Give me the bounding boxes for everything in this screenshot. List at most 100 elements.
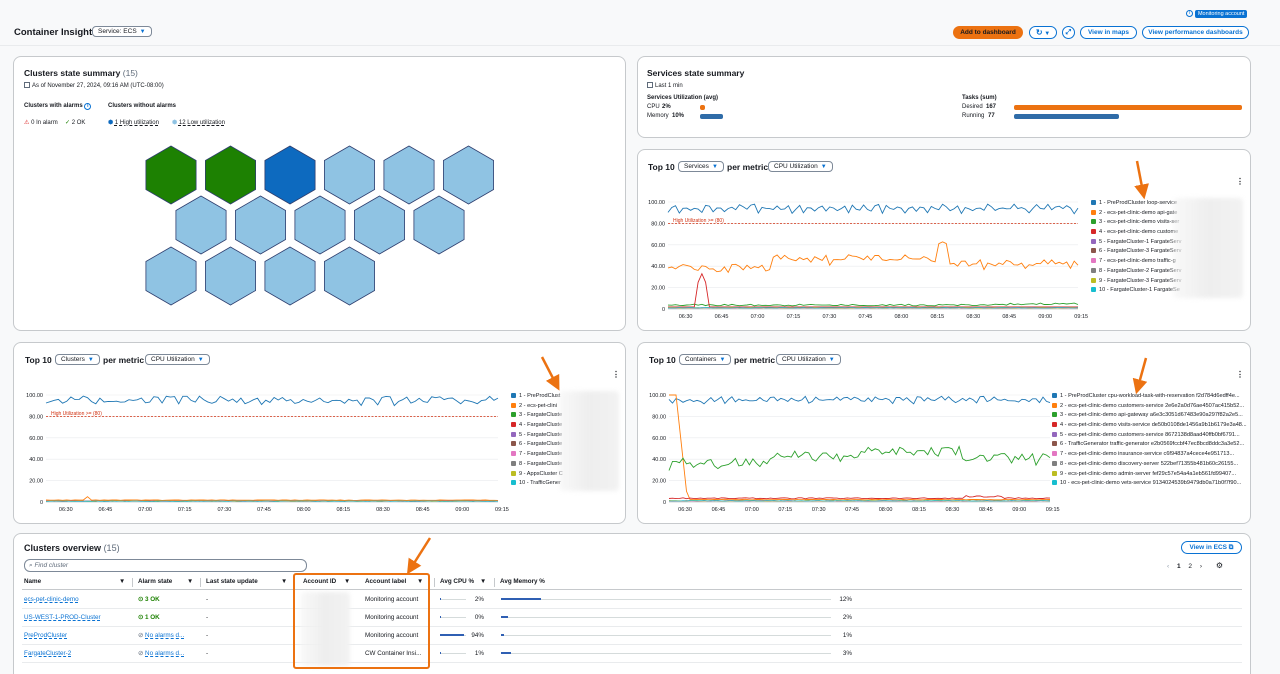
prev-page-icon[interactable]: ‹ (1167, 563, 1170, 570)
legend-item[interactable]: 10 - FargateCluster-1 FargateSe (1091, 287, 1181, 297)
dimension-select[interactable]: Services ▼ (678, 161, 724, 172)
more-options-icon[interactable]: ⋮ (612, 370, 620, 379)
legend-item[interactable]: 1 - PreProdClust (511, 393, 563, 403)
legend-item[interactable]: 5 - FargateCluste (511, 431, 563, 442)
cluster-hexagon[interactable] (323, 145, 376, 205)
legend-item[interactable]: 7 - ecs-pet-clinic-demo traffic-g (1091, 258, 1181, 268)
legend-swatch (1091, 248, 1096, 254)
running-label: Running (962, 113, 985, 119)
legend-item[interactable]: 5 - ecs-pet-clinic-demo customers-servic… (1052, 431, 1248, 442)
column-header-avg-memory[interactable]: Avg Memory % (500, 578, 545, 585)
cluster-hexagon[interactable] (442, 145, 495, 205)
more-options-icon[interactable]: ⋮ (1236, 177, 1244, 186)
cluster-hexagon[interactable] (264, 246, 316, 306)
page-2[interactable]: 2 (1188, 563, 1193, 570)
legend-item[interactable]: 10 - TrafficGener (511, 480, 563, 490)
legend-item[interactable]: 6 - FargateCluste (511, 441, 563, 451)
legend-label: 3 - ecs-pet-clinic-demo api-gateway a6e3… (1060, 412, 1243, 419)
legend-item[interactable]: 4 - ecs-pet-clinic-demo visits-service d… (1052, 422, 1248, 432)
view-in-maps-button[interactable]: View in maps (1080, 26, 1137, 39)
dimension-select[interactable]: Containers ▼ (679, 354, 732, 365)
legend-item[interactable]: 9 - AppsCluster C (511, 470, 563, 481)
metric-select[interactable]: CPU Utilization ▼ (145, 354, 210, 365)
alarm-state[interactable]: ⊘ No alarms d... (138, 650, 185, 657)
cluster-hexagon[interactable] (383, 145, 435, 205)
cluster-hexagon[interactable] (353, 195, 406, 255)
cluster-hexagon[interactable] (294, 195, 346, 255)
view-performance-dashboards-button[interactable]: View performance dashboards (1142, 26, 1249, 39)
y-tick-label: 20.00 (652, 479, 666, 485)
cluster-hexagon[interactable] (264, 145, 316, 205)
column-header-alarm-state[interactable]: Alarm state ▼ (138, 578, 194, 585)
fullscreen-button[interactable]: ⤢ (1062, 26, 1075, 39)
cluster-name-link[interactable]: PreProdCluster (24, 632, 68, 639)
y-tick-label: 100.00 (26, 393, 43, 399)
alarm-state[interactable]: ⊙ 3 OK (138, 596, 160, 603)
legend-item[interactable]: 1 - PreProdCluster loop-service (1091, 200, 1181, 210)
legend-item[interactable]: 5 - FargateCluster-1 FargateServ (1091, 238, 1181, 249)
cluster-hexagon[interactable] (145, 145, 197, 205)
cluster-hexagon[interactable] (323, 246, 376, 306)
settings-gear-icon[interactable]: ⚙ (1215, 561, 1224, 570)
y-tick-label: 40.00 (652, 457, 666, 463)
column-header-account-id[interactable]: Account ID ▼ (303, 578, 351, 585)
in-alarm-count[interactable]: ⚠ 0 In alarm (24, 120, 58, 126)
legend-item[interactable]: 7 - FargateCluste (511, 451, 563, 461)
more-options-icon[interactable]: ⋮ (1236, 370, 1244, 379)
cluster-name-link[interactable]: US-WEST-1-PROD-Cluster (24, 614, 101, 621)
legend-swatch (1091, 209, 1096, 215)
legend-item[interactable]: 6 - TrafficGenerator traffic-generator e… (1052, 441, 1248, 451)
column-header-avg-cpu[interactable]: Avg CPU % ▼ (440, 578, 487, 585)
legend-item[interactable]: 7 - ecs-pet-clinic-demo insurance-servic… (1052, 451, 1248, 461)
account-label: CW Container Insi... (365, 650, 422, 657)
cluster-hexagon[interactable] (234, 195, 287, 255)
view-in-ecs-button[interactable]: View in ECS ⧉ (1181, 541, 1242, 554)
legend-item[interactable]: 8 - FargateCluster-2 FargateServ (1091, 267, 1181, 278)
alarm-state[interactable]: ⊙ 1 OK (138, 614, 160, 621)
find-cluster-input[interactable]: ⌕ Find cluster (24, 559, 307, 572)
alarm-state[interactable]: ⊘ No alarms d... (138, 632, 185, 639)
cluster-name-link[interactable]: ecs-pet-clinic-demo (24, 596, 79, 603)
services-state-title: Services state summary (647, 68, 745, 78)
legend-item[interactable]: 2 - ecs-pet-clinic-demo customers-servic… (1052, 402, 1248, 413)
legend-item[interactable]: 3 - FargateCluste (511, 412, 563, 422)
service-select[interactable]: Service: ECS ▼ (92, 26, 152, 37)
cluster-name-link[interactable]: FargateCluster-2 (24, 650, 72, 657)
dimension-select[interactable]: Clusters ▼ (55, 354, 100, 365)
cluster-hexagon[interactable] (204, 145, 257, 205)
high-utilization-filter[interactable]: ⬢ 1 High utilization (108, 120, 159, 126)
ok-count[interactable]: ✓ 2 OK (65, 120, 86, 126)
legend-item[interactable]: 4 - FargateCluste (511, 422, 563, 432)
legend-item[interactable]: 2 - ecs-pet-clinic-demo api-gate (1091, 209, 1181, 220)
legend-swatch (1091, 200, 1096, 205)
cluster-hexagon[interactable] (413, 195, 465, 255)
cluster-hexagon[interactable] (145, 246, 197, 306)
cluster-hexagon[interactable] (204, 246, 257, 306)
legend-item[interactable]: 3 - ecs-pet-clinic-demo visits-ser (1091, 219, 1181, 229)
column-header-last-state-update[interactable]: Last state update ▼ (206, 578, 288, 585)
low-utilization-filter[interactable]: ⬢ 12 Low utilization (172, 120, 225, 126)
legend-item[interactable]: 2 - ecs-pet-clini (511, 402, 563, 413)
legend-item[interactable]: 6 - FargateCluster-3 FargateServ (1091, 248, 1181, 258)
refresh-button[interactable]: ↻ ▼ (1029, 26, 1057, 39)
caret-down-icon: ▼ (197, 357, 204, 363)
legend-item[interactable]: 3 - ecs-pet-clinic-demo api-gateway a6e3… (1052, 412, 1248, 422)
services-util-label: Services Utilization (avg) (647, 95, 719, 101)
add-to-dashboard-button[interactable]: Add to dashboard (953, 26, 1023, 39)
metric-select[interactable]: CPU Utilization ▼ (768, 161, 833, 172)
clusters-with-alarms-label: Clusters with alarms i (24, 103, 92, 110)
column-header-name[interactable]: Name ▼ (24, 578, 126, 585)
legend-item[interactable]: 4 - ecs-pet-clinic-demo custome (1091, 229, 1181, 239)
legend-item[interactable]: 1 - PreProdCluster cpu-workload-task-wit… (1052, 393, 1248, 403)
legend-item[interactable]: 8 - ecs-pet-clinic-demo discovery-server… (1052, 460, 1248, 471)
column-header-account-label[interactable]: Account label ▼ (365, 578, 424, 585)
legend-item[interactable]: 10 - ecs-pet-clinic-demo vets-service 91… (1052, 480, 1248, 490)
next-page-icon[interactable]: › (1199, 563, 1203, 570)
metric-select[interactable]: CPU Utilization ▼ (776, 354, 841, 365)
check-circle-icon: ✓ (65, 120, 71, 126)
page-1[interactable]: 1 (1176, 563, 1181, 570)
legend-item[interactable]: 9 - FargateCluster-3 FargateServ (1091, 277, 1181, 288)
cluster-hexagon[interactable] (175, 195, 227, 255)
legend-item[interactable]: 9 - ecs-pet-clinic-demo admin-server fef… (1052, 470, 1248, 481)
legend-item[interactable]: 8 - FargateCluste (511, 460, 563, 471)
